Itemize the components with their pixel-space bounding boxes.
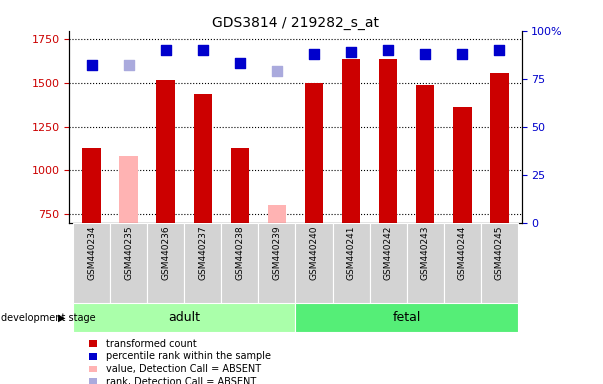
Bar [259, 223, 295, 303]
Text: GSM440242: GSM440242 [384, 225, 393, 280]
Bar [481, 223, 518, 303]
Point [309, 51, 319, 57]
Point [494, 47, 504, 53]
Text: rank, Detection Call = ABSENT: rank, Detection Call = ABSENT [106, 377, 256, 384]
Point [420, 51, 430, 57]
Text: fetal: fetal [393, 311, 421, 324]
Point [346, 49, 356, 55]
Text: adult: adult [168, 311, 200, 324]
Bar [110, 223, 147, 303]
Bar [147, 223, 185, 303]
Text: GSM440241: GSM440241 [347, 225, 356, 280]
Text: GSM440240: GSM440240 [309, 225, 318, 280]
Bar [230, 148, 249, 223]
Point [272, 68, 282, 74]
Text: GSM440235: GSM440235 [124, 225, 133, 280]
Bar [295, 303, 518, 332]
Text: GSM440244: GSM440244 [458, 225, 467, 280]
Text: GSM440237: GSM440237 [198, 225, 207, 280]
Bar [342, 59, 361, 223]
Text: GSM440245: GSM440245 [495, 225, 504, 280]
Text: percentile rank within the sample: percentile rank within the sample [106, 351, 271, 361]
Text: GSM440238: GSM440238 [235, 225, 244, 280]
Text: ▶: ▶ [58, 313, 65, 323]
Point [87, 62, 96, 68]
Text: GSM440236: GSM440236 [161, 225, 170, 280]
Bar [268, 205, 286, 223]
Point [458, 51, 467, 57]
Bar [185, 223, 221, 303]
Point [124, 62, 133, 68]
Bar [490, 73, 508, 223]
Bar [453, 107, 472, 223]
Bar [156, 79, 175, 223]
Title: GDS3814 / 219282_s_at: GDS3814 / 219282_s_at [212, 16, 379, 30]
Bar [379, 59, 397, 223]
Bar [406, 223, 444, 303]
Bar [416, 85, 435, 223]
Bar [305, 83, 323, 223]
Text: GSM440243: GSM440243 [421, 225, 430, 280]
Point [384, 47, 393, 53]
Text: development stage: development stage [1, 313, 95, 323]
Text: transformed count: transformed count [106, 339, 196, 349]
Point [235, 60, 245, 66]
Bar [295, 223, 332, 303]
Bar [73, 303, 295, 332]
Text: GSM440234: GSM440234 [87, 225, 96, 280]
Point [161, 47, 171, 53]
Bar [444, 223, 481, 303]
Text: value, Detection Call = ABSENT: value, Detection Call = ABSENT [106, 364, 260, 374]
Point [198, 47, 207, 53]
Bar [221, 223, 259, 303]
Bar [332, 223, 370, 303]
Text: GSM440239: GSM440239 [273, 225, 282, 280]
Bar [370, 223, 406, 303]
Bar [83, 148, 101, 223]
Bar [119, 156, 138, 223]
Bar [73, 223, 110, 303]
Bar [194, 94, 212, 223]
